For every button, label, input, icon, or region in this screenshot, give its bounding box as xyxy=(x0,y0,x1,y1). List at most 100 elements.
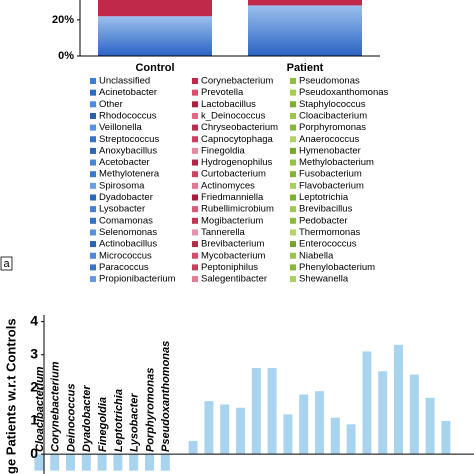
legend-swatch xyxy=(192,124,198,131)
legend-swatch xyxy=(90,147,96,154)
legend-label: Chryseobacterium xyxy=(201,122,278,133)
x-tick-label: Patient xyxy=(287,62,324,74)
legend-swatch xyxy=(192,136,198,143)
legend-label: k_Deinococcus xyxy=(201,110,266,121)
legend-label: Methylobacterium xyxy=(299,157,374,168)
legend-swatch xyxy=(192,241,198,248)
legend-label: Rubellimicrobium xyxy=(201,204,274,215)
legend-label: Friedmanniella xyxy=(201,192,264,203)
bar xyxy=(97,454,107,471)
x-tick-label: Lysobacter xyxy=(129,393,141,452)
bar xyxy=(283,414,293,455)
legend-swatch xyxy=(192,276,198,283)
x-tick-label: Leptotrichia xyxy=(113,389,125,452)
bar xyxy=(81,454,91,471)
legend-swatch xyxy=(192,206,198,213)
bar-segment xyxy=(98,16,212,56)
legend-swatch xyxy=(192,229,198,236)
x-tick-label: Cloacibacterium xyxy=(34,366,46,452)
legend-label: Actinomyces xyxy=(201,180,255,191)
legend-label: Selenomonas xyxy=(99,227,157,238)
bar xyxy=(267,368,277,455)
bar xyxy=(145,454,154,471)
legend-swatch xyxy=(90,264,96,271)
legend-label: Capnocytophaga xyxy=(201,134,274,145)
legend-swatch xyxy=(192,112,198,119)
bar xyxy=(330,417,340,455)
legend-swatch xyxy=(192,264,198,271)
legend-label: Shewanella xyxy=(299,274,349,285)
legend-label: Pseudomonas xyxy=(299,76,360,87)
x-tick-label: Dyadobacter xyxy=(81,385,93,452)
bar xyxy=(66,454,75,471)
legend-label: Phenylobacterium xyxy=(299,262,375,273)
legend-label: Leptotrichia xyxy=(299,192,349,203)
legend-label: Other xyxy=(99,99,123,110)
legend-swatch xyxy=(290,252,296,259)
legend-swatch xyxy=(192,171,198,178)
x-tick-label: Porphyromonas xyxy=(144,368,156,452)
legend-swatch xyxy=(90,78,96,84)
bar xyxy=(315,391,324,455)
legend-label: Actinobacillus xyxy=(99,239,157,250)
bar xyxy=(220,404,230,455)
bar xyxy=(34,454,44,471)
legend-label: Cloacibacterium xyxy=(299,110,367,121)
legend-label: Peptoniphilus xyxy=(201,262,258,273)
legend-label: Curtobacterium xyxy=(201,169,266,180)
legend-swatch xyxy=(290,89,296,96)
legend-swatch xyxy=(90,241,96,248)
legend-label: Methylotenera xyxy=(99,169,160,180)
legend-swatch xyxy=(90,159,96,166)
x-tick-label: Corynebacterium xyxy=(50,361,62,452)
bar xyxy=(50,454,60,471)
legend-label: Staphylococcus xyxy=(299,99,366,110)
legend-swatch xyxy=(90,276,96,283)
legend-swatch xyxy=(90,182,96,189)
legend-swatch xyxy=(290,171,296,178)
legend-label: Brevibacterium xyxy=(201,239,264,250)
legend-swatch xyxy=(90,124,96,131)
legend-label: Micrococcus xyxy=(99,250,152,261)
legend-swatch xyxy=(290,194,296,201)
legend-swatch xyxy=(192,182,198,189)
legend-swatch xyxy=(192,159,198,166)
legend-swatch xyxy=(90,136,96,143)
bar-segment xyxy=(248,5,362,57)
bar xyxy=(188,440,198,455)
bar xyxy=(129,454,139,471)
legend-swatch xyxy=(90,194,96,201)
legend-swatch xyxy=(290,112,296,119)
legend-label: Prevotella xyxy=(201,87,244,98)
legend-swatch xyxy=(290,217,296,224)
bar xyxy=(236,407,245,455)
legend-swatch xyxy=(90,171,96,178)
legend-label: Dyadobacter xyxy=(99,192,153,203)
legend-swatch xyxy=(290,182,296,189)
legend-label: Finegoldia xyxy=(201,145,246,156)
x-tick-label: Pseudoxanthomonas xyxy=(160,341,172,452)
bar xyxy=(251,368,261,455)
legend-swatch xyxy=(90,206,96,213)
y-tick-label: 4 xyxy=(30,312,38,328)
bar xyxy=(160,454,170,471)
legend-swatch xyxy=(290,124,296,131)
legend-label: Rhodococcus xyxy=(99,110,157,121)
legend-swatch xyxy=(290,241,296,248)
y-tick-label: 0 xyxy=(30,445,38,461)
legend-swatch xyxy=(192,78,198,84)
panel-box xyxy=(0,256,13,271)
legend-swatch xyxy=(192,147,198,154)
bar xyxy=(425,397,435,455)
legend-label: Enterococcus xyxy=(299,239,357,250)
y-tick-label: 3 xyxy=(30,345,38,361)
legend-swatch xyxy=(90,229,96,236)
legend-label: Mogibacterium xyxy=(201,215,263,226)
legend-label: Pedobacter xyxy=(299,215,348,226)
legend-swatch xyxy=(192,89,198,96)
legend-swatch xyxy=(290,78,296,84)
y-tick-label: 1 xyxy=(30,412,38,428)
bar xyxy=(441,421,451,455)
legend-label: Niabella xyxy=(299,250,334,261)
